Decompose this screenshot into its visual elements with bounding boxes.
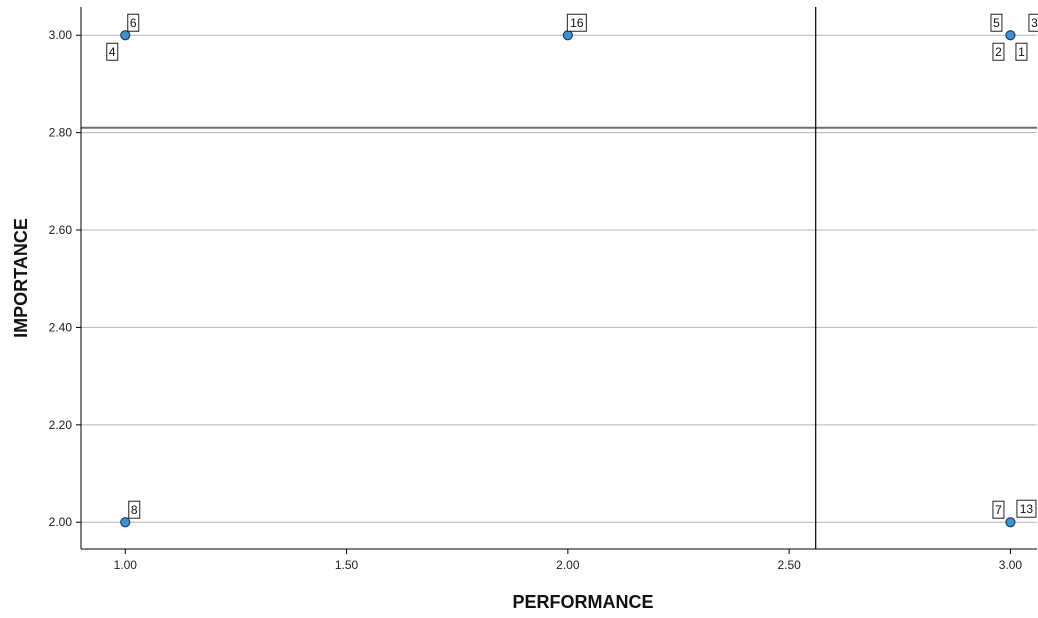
- point-label: 6: [130, 16, 137, 30]
- point-label-box: [566, 13, 587, 32]
- reference-lines: [81, 7, 1037, 549]
- point-label: 3: [1031, 16, 1038, 30]
- x-axis-title: PERFORMANCE: [512, 592, 653, 612]
- point-labels: 6 4 16 5 3 2 1 8 7 13: [106, 13, 1038, 519]
- data-point: [562, 30, 573, 41]
- y-tick-label: 2.20: [49, 418, 73, 432]
- y-tick-label: 2.40: [49, 320, 73, 334]
- point-label-box: [990, 13, 1003, 32]
- y-axis-ticks: 2.00 2.20 2.40 2.60 2.80 3.00: [49, 28, 81, 529]
- data-point: [1005, 30, 1016, 41]
- x-axis-ticks: 1.00 1.50 2.00 2.50 3.00: [114, 549, 1023, 572]
- data-points: [120, 30, 1016, 528]
- x-tick-label: 3.00: [999, 558, 1023, 572]
- point-label-box: [992, 42, 1005, 61]
- point-label: 8: [131, 503, 138, 517]
- x-tick-label: 2.00: [556, 558, 580, 572]
- point-label: 7: [995, 503, 1002, 517]
- y-tick-label: 2.00: [49, 515, 73, 529]
- point-label: 13: [1020, 502, 1034, 516]
- point-label: 5: [993, 16, 1000, 30]
- point-label: 2: [995, 45, 1002, 59]
- y-tick-label: 2.60: [49, 223, 73, 237]
- gridlines: [81, 34, 1037, 523]
- y-tick-label: 3.00: [49, 28, 73, 42]
- point-label: 1: [1018, 45, 1025, 59]
- y-axis-title: IMPORTANCE: [11, 218, 31, 338]
- x-tick-label: 1.00: [114, 558, 138, 572]
- x-tick-label: 1.50: [335, 558, 359, 572]
- point-label-box: [106, 42, 119, 61]
- axes: [80, 7, 1037, 550]
- point-label-box: [128, 500, 141, 519]
- x-tick-label: 2.50: [777, 558, 801, 572]
- y-tick-label: 2.80: [49, 126, 73, 140]
- point-label: 16: [570, 16, 584, 30]
- data-point: [1005, 517, 1016, 528]
- data-point: [120, 30, 131, 41]
- point-label: 4: [109, 45, 116, 59]
- point-label-box: [992, 500, 1005, 519]
- point-label-box: [1028, 13, 1038, 32]
- point-label-box: [1016, 499, 1037, 518]
- data-point: [120, 517, 131, 528]
- point-label-box: [127, 13, 140, 32]
- point-label-box: [1015, 42, 1028, 61]
